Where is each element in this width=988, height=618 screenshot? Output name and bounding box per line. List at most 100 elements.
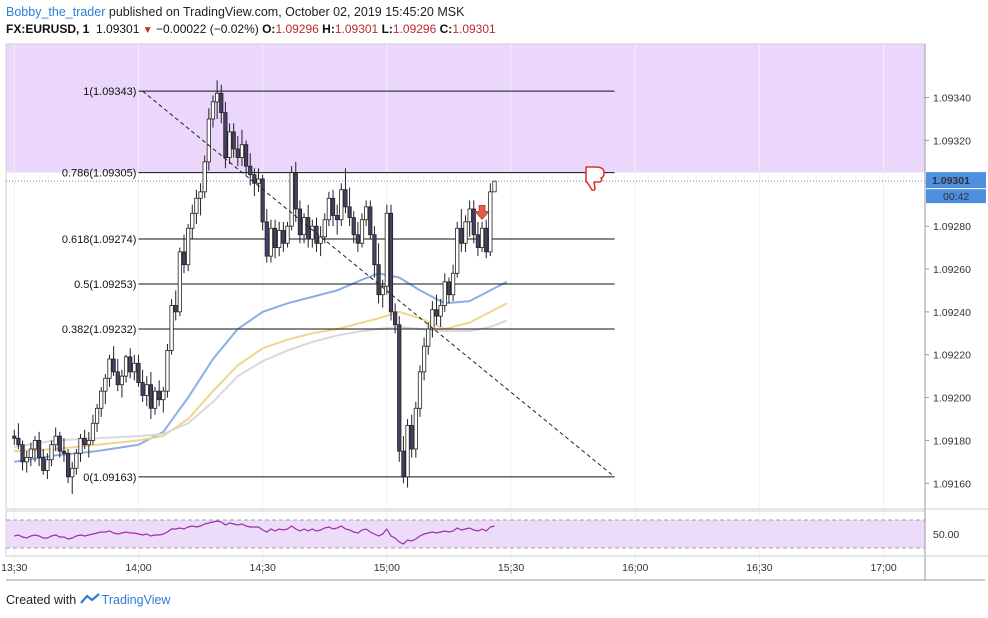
candle — [198, 191, 203, 199]
candle — [61, 450, 67, 454]
candle — [479, 227, 485, 248]
high-value: 1.09301 — [334, 22, 379, 36]
candle — [90, 422, 96, 441]
moving-average-line — [14, 272, 508, 463]
open-label: O: — [262, 22, 276, 36]
fib-level-label: 0.5(1.09253) — [74, 279, 136, 291]
price-tick-label: 1.09240 — [933, 307, 971, 319]
candle — [422, 345, 427, 373]
candle — [152, 390, 158, 409]
last-price-badge — [926, 172, 986, 189]
candle — [359, 219, 365, 244]
candle — [397, 324, 402, 452]
candle — [446, 281, 452, 296]
candle — [318, 236, 323, 244]
candle — [28, 448, 33, 458]
candle — [45, 459, 50, 471]
price-tick-label: 1.09280 — [933, 221, 971, 233]
moving-average-line — [14, 302, 508, 453]
candle — [372, 234, 377, 266]
candle — [165, 350, 170, 392]
candle — [78, 437, 83, 454]
candle — [123, 356, 129, 377]
countdown-label: 00:42 — [943, 191, 969, 203]
candle — [409, 425, 414, 450]
candle — [239, 144, 245, 158]
price-tick-label: 1.09340 — [933, 93, 971, 105]
candle — [107, 358, 112, 379]
resistance-zone — [6, 44, 925, 173]
last-price: 1.09301 — [96, 22, 140, 36]
candle — [177, 251, 182, 313]
candle — [128, 356, 133, 373]
candle — [310, 225, 315, 240]
symbol-legend: FX:EURUSD, 1 1.09301 ▼ −0.00022 (−0.02%)… — [6, 22, 496, 36]
candle — [140, 382, 145, 396]
time-tick-label: 16:30 — [746, 562, 772, 574]
down-arrow-icon: ▼ — [142, 25, 153, 36]
candle — [277, 230, 282, 248]
time-tick-label: 17:00 — [870, 562, 896, 574]
tradingview-link[interactable]: TradingView — [101, 593, 171, 607]
candle — [210, 101, 216, 120]
fib-level-label: 0.382(1.09232) — [62, 324, 137, 336]
candle — [347, 206, 352, 218]
rsi-line — [14, 520, 495, 545]
candle — [252, 174, 257, 184]
candle — [281, 230, 286, 244]
candle — [41, 457, 46, 471]
price-tick-label: 1.09160 — [933, 478, 971, 490]
price-tick-label: 1.09320 — [933, 135, 971, 147]
candle — [24, 457, 29, 463]
candle — [248, 165, 253, 176]
candle — [343, 189, 348, 208]
candle — [94, 407, 100, 424]
candle — [467, 208, 472, 223]
price-tick-label: 1.09180 — [933, 435, 971, 447]
high-label: H: — [322, 22, 335, 36]
candle — [463, 221, 468, 244]
price-change: −0.00022 (−0.02%) — [156, 22, 259, 36]
candle — [115, 371, 120, 386]
candle — [364, 206, 369, 221]
candle — [393, 311, 398, 326]
candle — [20, 444, 25, 463]
candle — [148, 384, 153, 409]
symbol-label: FX:EURUSD, 1 — [6, 22, 90, 36]
price-tick-label: 1.09260 — [933, 264, 971, 276]
created-with-text: Created with — [6, 593, 77, 607]
candle — [202, 161, 207, 193]
low-value: 1.09296 — [392, 22, 437, 36]
candle — [157, 390, 162, 401]
candle — [181, 251, 187, 266]
candle — [144, 384, 149, 396]
candle — [368, 206, 373, 236]
candle — [49, 444, 54, 461]
time-tick-label: 14:30 — [250, 562, 276, 574]
candle — [326, 197, 331, 221]
candle — [169, 305, 174, 351]
down-arrow-icon — [474, 205, 490, 221]
published-text: published on TradingView.com, October 02… — [108, 5, 465, 19]
candle — [264, 221, 269, 257]
candle — [455, 227, 460, 274]
candle — [301, 217, 307, 236]
publisher-name[interactable]: Bobby_the_trader — [6, 5, 106, 19]
candle — [16, 437, 21, 446]
candle — [355, 234, 360, 244]
candle — [173, 305, 178, 313]
candle — [132, 362, 137, 373]
candle — [235, 148, 240, 158]
candle — [339, 189, 344, 221]
candle — [111, 358, 116, 373]
moving-average-line — [14, 319, 508, 448]
candle — [330, 197, 336, 216]
candle — [223, 112, 228, 158]
candle — [70, 467, 75, 478]
candle — [86, 440, 91, 446]
candle — [413, 407, 418, 450]
fib-level-label: 0.618(1.09274) — [62, 234, 137, 246]
candle — [161, 390, 166, 401]
publish-info: Bobby_the_trader published on TradingVie… — [6, 5, 464, 19]
